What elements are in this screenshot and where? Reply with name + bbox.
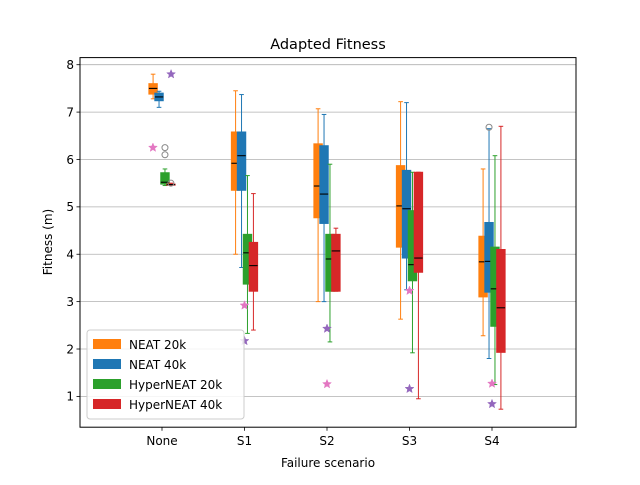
y-tick-label: 7 bbox=[66, 105, 74, 119]
box-neat-40k-s2 bbox=[319, 113, 329, 303]
box-neat-20k-s4 bbox=[478, 168, 488, 337]
legend-swatch bbox=[93, 379, 121, 389]
box-neat-40k-none bbox=[154, 90, 164, 108]
star-marker bbox=[404, 285, 415, 296]
legend-swatch bbox=[93, 399, 121, 409]
x-tick-label: S1 bbox=[237, 434, 252, 448]
outlier-point bbox=[167, 179, 175, 187]
box-iqr bbox=[496, 249, 506, 353]
box-iqr bbox=[319, 145, 329, 224]
box-neat-20k-none bbox=[148, 73, 158, 100]
star-marker bbox=[166, 68, 177, 79]
plot-frame bbox=[79, 57, 577, 428]
x-tick-label: S3 bbox=[402, 434, 417, 448]
legend-swatch bbox=[93, 339, 121, 349]
box-iqr bbox=[413, 171, 424, 273]
box-neat-40k-s1 bbox=[236, 94, 247, 269]
box-hyperneat-40k-s2 bbox=[331, 227, 341, 292]
y-tick-label: 4 bbox=[66, 248, 74, 262]
legend-swatch bbox=[93, 359, 121, 369]
box-neat-20k-s2 bbox=[313, 108, 323, 303]
box-iqr bbox=[160, 172, 170, 185]
box-neat-40k-s4 bbox=[484, 123, 494, 359]
chart-title: Adapted Fitness bbox=[270, 37, 386, 53]
legend-label: HyperNEAT 40k bbox=[129, 398, 222, 412]
box-iqr bbox=[248, 241, 259, 292]
outlier-point bbox=[161, 144, 169, 152]
y-tick-label: 6 bbox=[66, 153, 74, 167]
box-hyperneat-40k-s1 bbox=[248, 193, 259, 331]
box-iqr bbox=[236, 131, 247, 191]
y-tick-label: 8 bbox=[66, 58, 74, 72]
box-neat-20k-s3 bbox=[395, 101, 406, 320]
star-marker bbox=[147, 142, 158, 152]
x-tick-label: S2 bbox=[319, 434, 334, 448]
y-tick-label: 3 bbox=[66, 295, 74, 309]
outlier-point bbox=[485, 123, 493, 131]
legend-label: NEAT 40k bbox=[129, 358, 186, 372]
star-marker bbox=[321, 378, 333, 389]
outlier-point bbox=[161, 151, 169, 159]
star-marker bbox=[239, 300, 250, 310]
x-axis-label: Failure scenario bbox=[281, 456, 375, 470]
star-marker bbox=[404, 383, 415, 394]
box-hyperneat-20k-s2 bbox=[325, 163, 335, 343]
x-tick-label: None bbox=[146, 434, 177, 448]
box-hyperneat-40k-s4 bbox=[496, 125, 506, 410]
y-tick-label: 2 bbox=[66, 342, 74, 356]
y-tick-label: 1 bbox=[66, 390, 74, 404]
y-tick-label: 5 bbox=[66, 200, 74, 214]
star-marker bbox=[321, 323, 333, 333]
y-axis-label: Fitness (m) bbox=[41, 209, 55, 275]
box-iqr bbox=[331, 233, 341, 292]
x-tick-label: S4 bbox=[484, 434, 499, 448]
star-marker bbox=[486, 378, 498, 388]
legend-label: HyperNEAT 20k bbox=[129, 378, 222, 392]
legend-label: NEAT 20k bbox=[129, 338, 186, 352]
box-hyperneat-40k-s3 bbox=[413, 171, 424, 400]
legend-box bbox=[86, 329, 245, 420]
box-hyperneat-40k-none bbox=[166, 179, 176, 187]
star-marker bbox=[486, 398, 498, 409]
